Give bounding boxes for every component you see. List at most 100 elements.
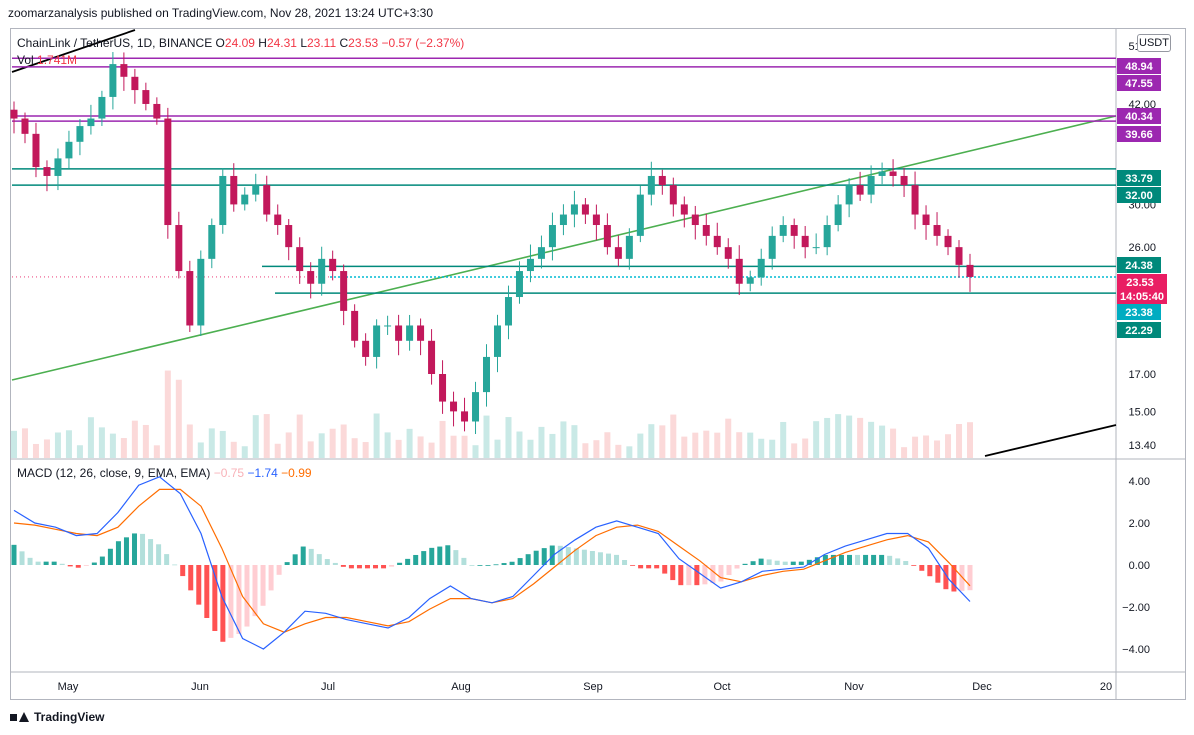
- symbol-name[interactable]: ChainLink / TetherUS, 1D, BINANCE: [17, 36, 213, 50]
- volume-bar: [54, 432, 61, 458]
- time-axis-tick: Aug: [451, 681, 471, 693]
- macd-histogram-bar: [509, 561, 515, 565]
- candle-body: [373, 325, 381, 357]
- time-axis-tick: Nov: [844, 681, 864, 693]
- time-axis-tick: Sep: [583, 681, 603, 693]
- macd-label[interactable]: MACD (12, 26, close, 9, EMA, EMA): [17, 466, 211, 480]
- macd-histogram-bar: [694, 565, 700, 586]
- volume-label[interactable]: Vol: [17, 53, 34, 67]
- volume-bar: [318, 433, 325, 458]
- macd-histogram-bar: [461, 557, 467, 565]
- volume-bar: [714, 432, 721, 458]
- macd-histogram-bar: [573, 548, 579, 565]
- currency-button[interactable]: USDT: [1137, 34, 1171, 52]
- macd-hist-value: −0.75: [213, 466, 245, 480]
- macd-line-value: −1.74: [247, 466, 278, 480]
- macd-histogram-bar: [838, 554, 844, 565]
- macd-histogram-bar: [533, 550, 539, 565]
- macd-histogram-bar: [27, 557, 33, 565]
- macd-legend: MACD (12, 26, close, 9, EMA, EMA) −0.75 …: [17, 466, 312, 480]
- volume-bar: [901, 447, 908, 458]
- volume-bar: [670, 414, 677, 458]
- volume-bar: [571, 425, 578, 458]
- volume-bar: [494, 439, 501, 458]
- volume-bar: [769, 439, 776, 458]
- ascending-trendline: [11, 115, 1117, 381]
- macd-histogram-bar: [806, 559, 812, 565]
- macd-histogram-bar: [413, 554, 419, 565]
- tradingview-footer[interactable]: TradingView: [10, 710, 104, 724]
- candle-body: [164, 118, 172, 226]
- volume-bar: [428, 442, 435, 458]
- macd-histogram-bar: [220, 565, 226, 642]
- macd-histogram-bar: [340, 565, 346, 567]
- macd-histogram-bar: [630, 565, 636, 566]
- macd-histogram-bar: [43, 561, 49, 565]
- macd-histogram-bar: [718, 565, 724, 582]
- candle-body: [559, 214, 567, 226]
- macd-histogram-bar: [863, 554, 869, 565]
- volume-bar: [395, 439, 402, 458]
- candle-body: [329, 258, 337, 272]
- volume-bar: [153, 445, 160, 458]
- volume-bar: [890, 428, 897, 458]
- volume-bar: [186, 424, 193, 458]
- candle-body: [142, 90, 150, 104]
- volume-bar: [659, 425, 666, 458]
- candle-body: [406, 325, 414, 341]
- lower-black-trendline: [984, 424, 1117, 457]
- macd-histogram-bar: [405, 558, 411, 565]
- level-badge-label: 39.66: [1125, 129, 1153, 141]
- volume-bar: [846, 415, 853, 458]
- candle-body: [318, 258, 326, 284]
- open-value: 24.09: [224, 36, 255, 50]
- macd-histogram-bar: [887, 555, 893, 565]
- symbol-legend: ChainLink / TetherUS, 1D, BINANCE O24.09…: [17, 36, 464, 50]
- macd-histogram-bar: [581, 549, 587, 565]
- macd-histogram-bar: [99, 556, 105, 565]
- macd-histogram-bar: [605, 553, 611, 565]
- candle-body: [647, 175, 655, 195]
- candle-body: [65, 141, 73, 159]
- macd-histogram-bar: [437, 546, 443, 565]
- macd-histogram-bar: [549, 545, 555, 565]
- candle-body: [483, 356, 491, 393]
- volume-bar: [516, 431, 523, 458]
- level-badge: [1117, 126, 1161, 142]
- candle-body: [944, 235, 952, 248]
- candle-body: [351, 310, 359, 341]
- time-axis-tick: 20: [1100, 681, 1112, 693]
- macd-histogram-bar: [107, 548, 113, 565]
- time-axis-tick: May: [58, 681, 79, 693]
- volume-bar: [329, 428, 336, 458]
- volume-bar: [538, 426, 545, 458]
- macd-histogram-bar: [943, 565, 949, 590]
- volume-bar: [164, 370, 171, 458]
- macd-histogram-bar: [766, 559, 772, 565]
- open-label: O: [215, 36, 225, 50]
- macd-histogram-bar: [236, 565, 242, 634]
- macd-histogram-bar: [678, 565, 684, 586]
- macd-histogram-bar: [622, 560, 628, 565]
- macd-histogram-bar: [364, 565, 370, 569]
- candle-body: [933, 225, 941, 236]
- volume-bar: [681, 436, 688, 458]
- macd-histogram-bar: [164, 554, 170, 565]
- volume-bar: [780, 421, 787, 458]
- candle-body: [230, 175, 238, 205]
- macd-histogram-bar: [774, 560, 780, 565]
- volume-bar: [857, 417, 864, 458]
- candle-body: [889, 171, 897, 176]
- candle-body: [439, 374, 447, 402]
- macd-histogram-bar: [115, 541, 121, 565]
- macd-histogram-bar: [397, 562, 403, 565]
- candle-body: [417, 325, 425, 341]
- candle-body: [450, 401, 458, 412]
- volume-bar: [65, 430, 72, 458]
- volume-bar: [615, 444, 622, 458]
- candle-body: [493, 325, 501, 357]
- volume-bar: [142, 424, 149, 458]
- macd-histogram-bar: [67, 565, 73, 567]
- macd-histogram-bar: [356, 565, 362, 569]
